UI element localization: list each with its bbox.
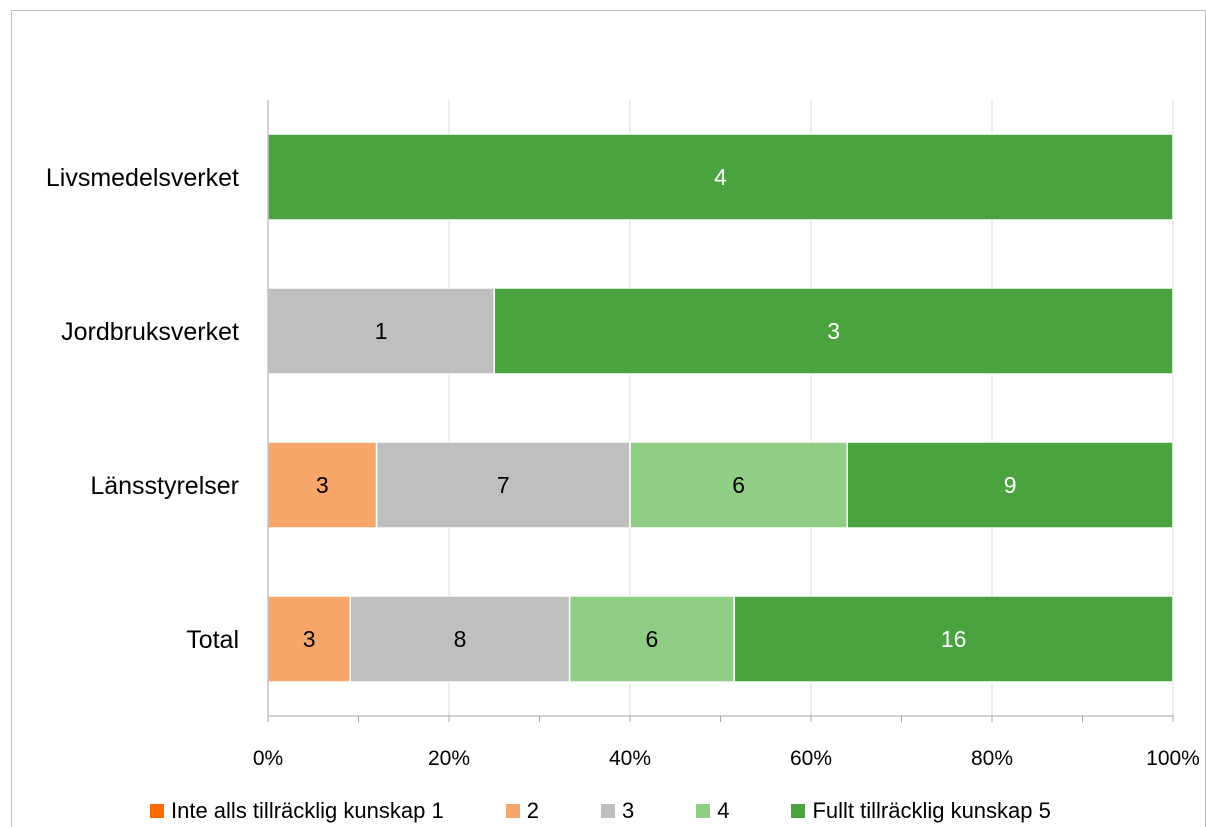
data-label: 6 [646,626,659,652]
chart-frame [11,10,1206,827]
data-label: 16 [941,626,967,652]
category-label: Total [186,626,239,654]
data-label: 1 [375,318,388,344]
legend-swatch [600,804,615,818]
data-label: 3 [827,318,840,344]
x-tick-label: 60% [790,747,832,770]
x-tick-label: 40% [609,747,651,770]
legend-item-5: Fullt tillräcklig kunskap 5 [791,798,1051,824]
data-label: 3 [303,626,316,652]
legend-label: 2 [526,798,539,823]
data-label: 9 [1004,472,1017,498]
x-tick-label: 100% [1146,747,1200,770]
bar-segment [568,595,735,683]
legend-item-4: 4 [696,798,729,824]
x-tick-label: 0% [253,747,283,770]
x-tick-label: 80% [971,747,1013,770]
bar-segment [267,441,378,529]
legend-item-3: 3 [600,798,635,824]
legend-item-1: Inte alls tillräcklig kunskap 1 [150,798,444,824]
bars: 4 1 3 3 7 6 9 3 8 6 16 [267,133,1174,683]
bar-segment [629,441,848,529]
legend-swatch [696,804,711,818]
bar-segment [846,441,1174,529]
legend-label: Fullt tillräcklig kunskap 5 [812,798,1051,823]
x-tick-label: 20% [428,747,470,770]
axes: 0% 20% 40% 60% 80% 100% Livsmedelsverket Jordbr… [46,100,1200,770]
bar-segment [733,595,1174,683]
data-label: 6 [732,472,745,498]
legend-swatch [150,804,164,818]
legend-item-2: 2 [505,798,539,824]
category-label: Jordbruksverket [61,318,239,346]
legend-swatch [791,804,806,818]
data-label: 7 [497,472,510,498]
legend-label: Inte alls tillräcklig kunskap 1 [171,798,444,823]
bar-segment [375,441,631,529]
data-label: 3 [316,472,329,498]
bar-segment [493,287,1174,375]
legend-swatch [505,804,520,818]
legend-label: 3 [621,798,635,823]
data-label: 4 [714,164,727,190]
category-label: Länsstyrelser [90,472,239,500]
category-label: Livsmedelsverket [46,164,239,192]
legend: Inte alls tillräcklig kunskap 1 2 3 4 Fu… [150,798,1051,824]
bar-segment [349,595,571,683]
bar-segment [267,133,1174,221]
legend-label: 4 [717,798,730,823]
data-label: 8 [454,626,467,652]
